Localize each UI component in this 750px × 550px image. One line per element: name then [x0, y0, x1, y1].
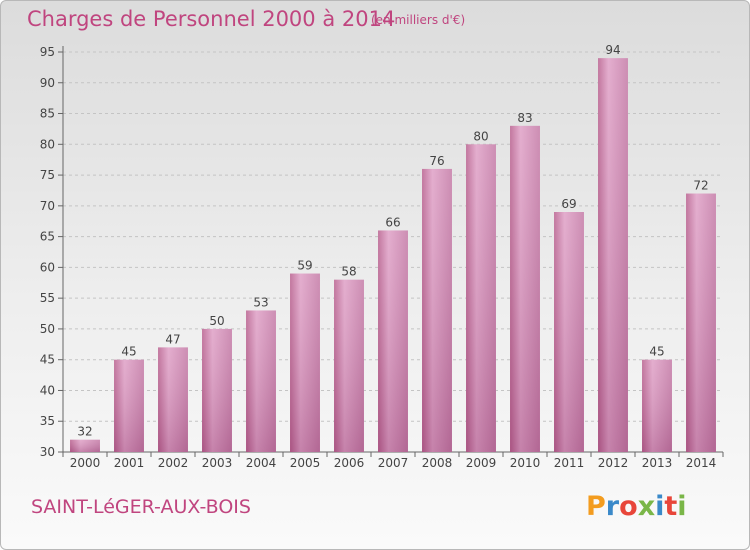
- chart-title: Charges de Personnel 2000 à 2014: [27, 7, 396, 31]
- y-tick-label: 55: [40, 291, 55, 305]
- x-tick-label: 2013: [642, 456, 673, 470]
- y-tick-label: 95: [40, 45, 55, 59]
- x-tick-label: 2009: [466, 456, 497, 470]
- value-label: 80: [473, 129, 488, 143]
- bar-shading: [202, 328, 232, 452]
- y-tick-label: 75: [40, 168, 55, 182]
- bar-shading: [378, 230, 408, 452]
- value-label: 32: [77, 425, 92, 439]
- y-tick-label: 35: [40, 414, 55, 428]
- logo-letter: t: [664, 491, 678, 522]
- y-tick-label: 85: [40, 107, 55, 121]
- logo-letter: P: [586, 491, 606, 522]
- logo-letter: i: [655, 491, 665, 522]
- x-tick-label: 2000: [70, 456, 101, 470]
- y-tick-label: 70: [40, 199, 55, 213]
- y-tick-label: 80: [40, 137, 55, 151]
- y-tick-label: 90: [40, 76, 55, 90]
- bar-shading: [510, 125, 540, 452]
- chart-subtitle: (en milliers d'€): [371, 13, 466, 27]
- value-label: 45: [649, 345, 664, 359]
- bars: [70, 58, 716, 453]
- x-tick-label: 2001: [114, 456, 145, 470]
- bar-shading: [422, 168, 452, 452]
- value-label: 76: [429, 154, 444, 168]
- value-label: 53: [253, 295, 268, 309]
- value-label: 58: [341, 265, 356, 279]
- value-label: 94: [605, 43, 620, 57]
- y-tick-label: 45: [40, 353, 55, 367]
- x-tick-labels: 2000 2001 2002 2003 2004 2005 2006 2007 2008 2009…: [70, 456, 717, 470]
- proxiti-logo[interactable]: Proxiti: [586, 491, 687, 522]
- x-tick-label: 2002: [158, 456, 189, 470]
- x-tick-label: 2014: [686, 456, 717, 470]
- bar-shading: [598, 58, 628, 453]
- value-label: 72: [693, 179, 708, 193]
- commune-name: SAINT-LéGER-AUX-BOIS: [31, 496, 251, 518]
- logo-letter: x: [637, 491, 656, 522]
- value-label: 50: [209, 314, 224, 328]
- bar-shading: [114, 359, 144, 452]
- bar-shading: [290, 273, 320, 452]
- y-tick-label: 40: [40, 383, 55, 397]
- value-label: 69: [561, 197, 576, 211]
- value-label: 83: [517, 111, 532, 125]
- bar-shading: [334, 279, 364, 452]
- x-tick-label: 2011: [554, 456, 585, 470]
- bar-shading: [70, 439, 100, 452]
- value-labels: 32 45 47 50 53 59 58 66 76 80 83 69 94 45 72: [77, 43, 708, 439]
- y-tick-label: 65: [40, 230, 55, 244]
- bar-shading: [466, 144, 496, 453]
- x-tick-label: 2003: [202, 456, 233, 470]
- bar-shading: [246, 310, 276, 452]
- x-tick-label: 2012: [598, 456, 629, 470]
- logo-letter: o: [619, 491, 638, 522]
- logo-letter: i: [677, 491, 687, 522]
- x-tick-label: 2005: [290, 456, 321, 470]
- x-tick-label: 2004: [246, 456, 277, 470]
- bar-shading: [554, 212, 584, 452]
- y-tick-labels: 30 35 40 45 50 55 60 65 70 75 80 85 90 95: [40, 45, 55, 459]
- value-label: 45: [121, 345, 136, 359]
- y-tick-label: 30: [40, 445, 55, 459]
- y-tick-label: 50: [40, 322, 55, 336]
- bar-shading: [642, 359, 672, 452]
- x-tick-label: 2007: [378, 456, 409, 470]
- value-label: 59: [297, 259, 312, 273]
- value-label: 47: [165, 332, 180, 346]
- logo-letter: r: [605, 491, 620, 522]
- x-tick-label: 2006: [334, 456, 365, 470]
- x-tick-label: 2010: [510, 456, 541, 470]
- bar-shading: [158, 347, 188, 452]
- y-tick-label: 60: [40, 260, 55, 274]
- bar-shading: [686, 193, 716, 453]
- value-label: 66: [385, 215, 400, 229]
- x-tick-label: 2008: [422, 456, 453, 470]
